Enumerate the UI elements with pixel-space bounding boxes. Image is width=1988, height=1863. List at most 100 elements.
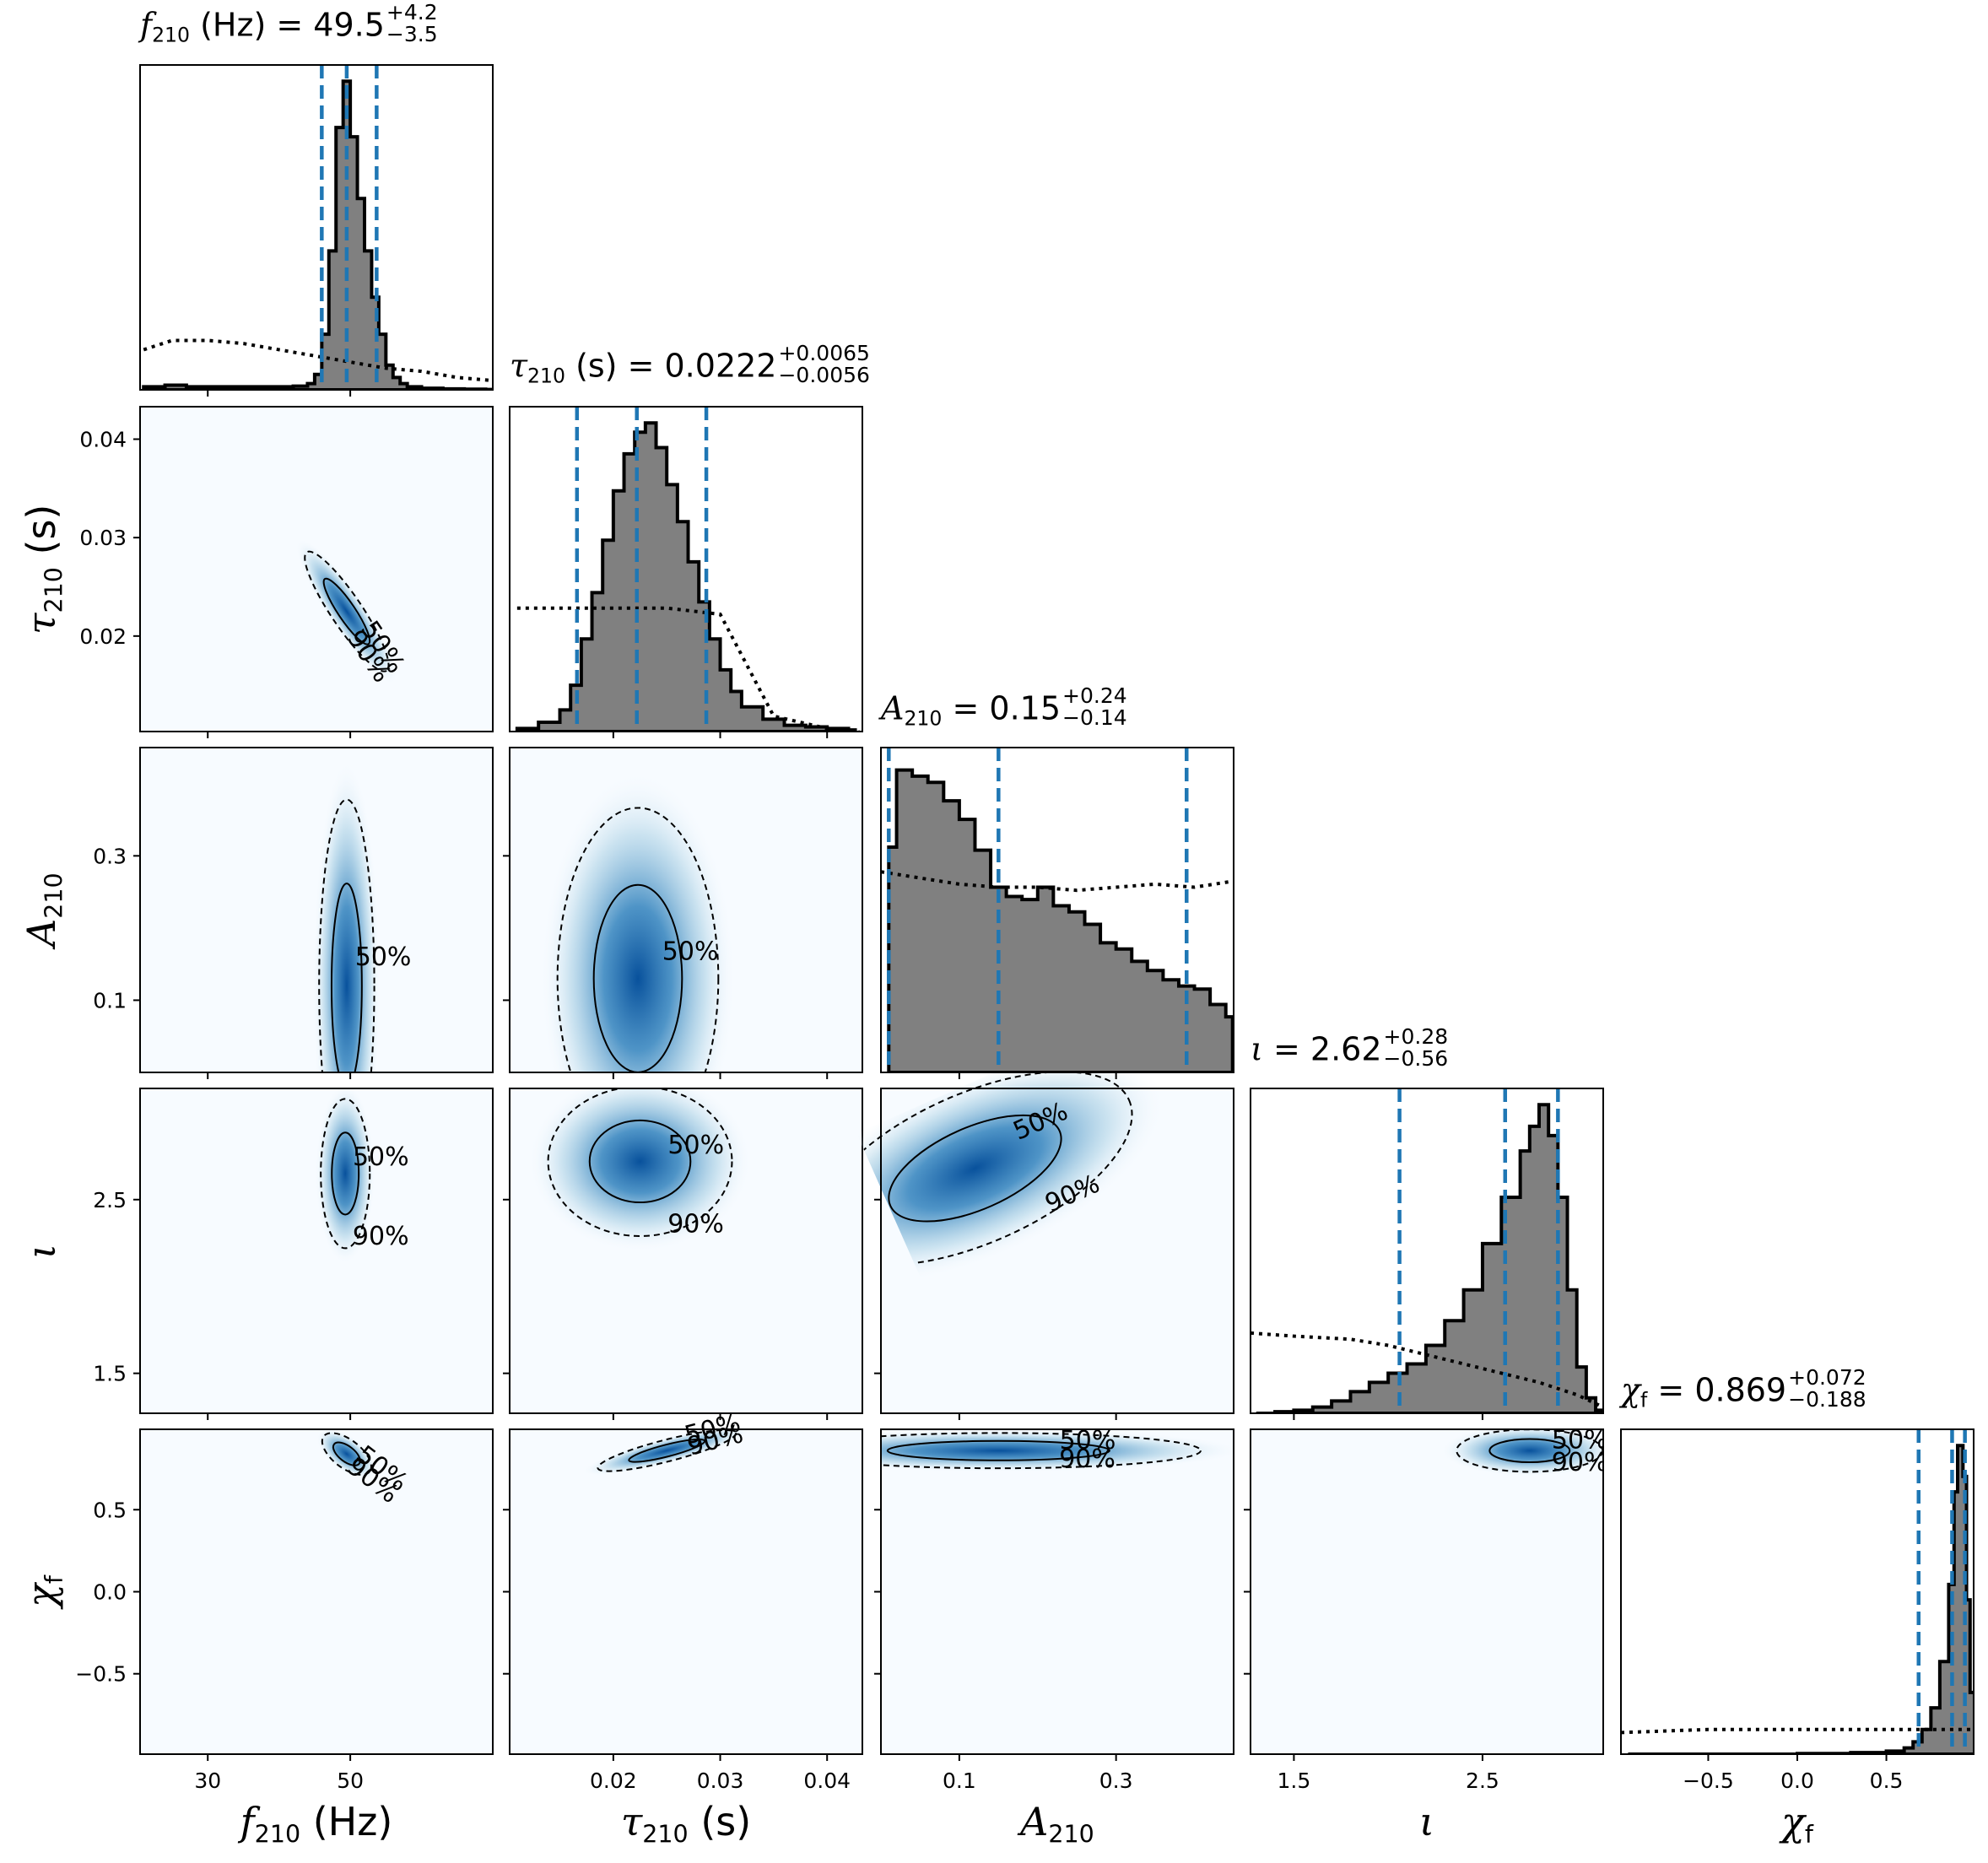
axis-symbol: χ (1781, 1799, 1805, 1844)
title-errors: +4.2 −3.5 (386, 2, 438, 46)
title-tau210: τ210 (s) = 0.0222 +0.0065 −0.0056 (510, 343, 870, 390)
axis-subscript: 210 (40, 872, 68, 920)
panel-frame (1250, 1088, 1604, 1414)
density-blob (583, 1425, 751, 1476)
x-axis-label-tau210: τ210 (s) (621, 1799, 751, 1849)
y-tick-label: 0.5 (93, 1498, 127, 1522)
contour-label-50: 50% (667, 1131, 724, 1160)
axis-subscript: f (1804, 1820, 1813, 1849)
y-tick-label: 0.3 (93, 844, 127, 868)
hist-panel-f210 (139, 64, 494, 391)
axis-subscript: 210 (40, 566, 68, 613)
title-errors: +0.072 −0.188 (1788, 1367, 1866, 1411)
axis-unit: (Hz) (300, 1799, 393, 1844)
title-chif: χf = 0.869 +0.072 −0.188 (1621, 1367, 1866, 1414)
x-tick-label: 0.0 (1780, 1768, 1814, 1793)
contour-label-50: 50% (353, 1142, 409, 1172)
axis-symbol: χ (19, 1584, 64, 1608)
contour-label-50: 50% (1552, 1426, 1608, 1455)
posterior-histogram (515, 421, 857, 732)
panel-frame (509, 1088, 863, 1414)
x-tick-label: 30 (194, 1768, 221, 1793)
x-axis-label-chif: χf (1781, 1799, 1813, 1849)
density-panel-f210-tau210: 50%90% (139, 406, 494, 732)
title-f210: f210 (Hz) = 49.5 +4.2 −3.5 (140, 2, 438, 49)
title-subscript: 210 (904, 706, 943, 731)
panel-background (140, 1088, 493, 1413)
y-axis-label-tau210: τ210 (s) (19, 504, 68, 634)
axis-symbol: τ (620, 1799, 643, 1844)
density-blob (528, 1088, 752, 1252)
density-blob (540, 772, 736, 1072)
axis-symbol: ι (19, 1243, 64, 1259)
density-blob (316, 1088, 375, 1264)
panel-frame (880, 1088, 1234, 1414)
x-tick-label: 0.3 (1099, 1768, 1133, 1793)
title-median: (Hz) = 49.5 (190, 6, 385, 44)
x-tick-label: 0.02 (590, 1768, 637, 1793)
title-plus: +0.24 (1062, 683, 1127, 708)
contour-90 (320, 1098, 371, 1250)
density-panel-f210-A210: 50%90% (139, 747, 494, 1073)
panel-frame (139, 1088, 494, 1414)
axis-subscript: 210 (642, 1820, 689, 1849)
prior-histogram (1251, 1331, 1603, 1409)
axis-subscript: 210 (1048, 1820, 1094, 1849)
x-tick-label: 1.5 (1278, 1768, 1311, 1793)
contour-90 (304, 550, 390, 672)
panel-frame (139, 64, 494, 391)
hist-panel-tau210 (509, 406, 863, 732)
contour-90 (881, 1432, 1202, 1470)
prior-histogram (516, 606, 860, 732)
density-blob (1441, 1429, 1603, 1477)
panel-frame (880, 747, 1234, 1073)
panel-background (510, 1429, 862, 1754)
contour-label-90: 90% (353, 1222, 409, 1251)
title-subscript: 210 (527, 364, 565, 388)
contour-50 (332, 1441, 361, 1466)
density-panel-tau210-chif: 50%90% (509, 1408, 863, 1755)
title-median: = 2.62 (1262, 1030, 1382, 1068)
title-median: = 0.15 (942, 689, 1062, 727)
title-subscript: f (1640, 1388, 1648, 1412)
title-minus: −0.0056 (778, 363, 870, 387)
contour-50 (1488, 1438, 1571, 1464)
title-minus: −3.5 (386, 22, 438, 46)
contour-50 (588, 1119, 692, 1204)
x-tick-label: −0.5 (1683, 1768, 1734, 1793)
posterior-histogram (1256, 1103, 1603, 1413)
axis-unit: (s) (688, 1799, 752, 1844)
x-tick-label: 0.1 (943, 1768, 976, 1793)
axis-subscript: f (40, 1575, 68, 1585)
contour-label-50: 50% (355, 942, 412, 972)
hist-panel-A210 (880, 747, 1234, 1073)
y-axis-label-iota: ι (19, 1243, 64, 1258)
axis-symbol: A (1020, 1799, 1049, 1844)
title-minus: −0.188 (1788, 1387, 1866, 1412)
title-plus: +0.072 (1788, 1365, 1866, 1390)
panel-frame (139, 747, 494, 1073)
panel-background (140, 65, 493, 390)
title-symbol: χ (1621, 1371, 1641, 1409)
panel-background (140, 1429, 493, 1754)
title-A210: A210 = 0.15 +0.24 −0.14 (881, 685, 1127, 732)
y-axis-label-chif: χf (19, 1576, 68, 1608)
density-panel-A210-chif: 50%90% (880, 1428, 1234, 1755)
title-symbol: ι (1251, 1030, 1263, 1068)
density-panel-tau210-A210: 50%90% (509, 747, 863, 1073)
contour-90 (547, 1088, 733, 1237)
contour-90 (856, 1071, 1133, 1266)
y-tick-label: 1.5 (93, 1362, 127, 1386)
axis-symbol: f (240, 1799, 255, 1844)
title-minus: −0.56 (1383, 1046, 1449, 1071)
title-median: = 0.869 (1647, 1371, 1787, 1409)
title-symbol: A (881, 689, 905, 727)
x-axis-label-iota: ι (1419, 1799, 1434, 1844)
panel-background (881, 1429, 1234, 1754)
title-errors: +0.28 −0.56 (1384, 1026, 1449, 1070)
contour-50 (331, 1131, 360, 1216)
panel-background (1621, 1429, 1974, 1754)
title-errors: +0.24 −0.14 (1062, 685, 1127, 729)
title-median: (s) = 0.0222 (565, 347, 777, 385)
